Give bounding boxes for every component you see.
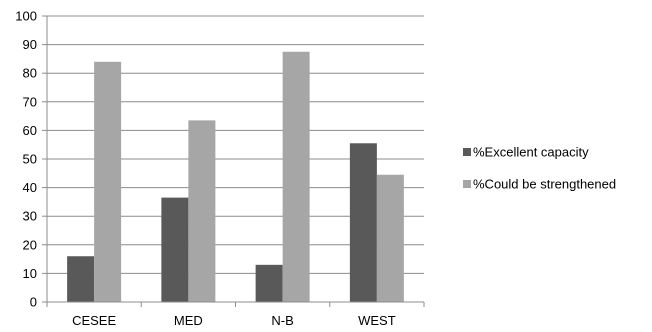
y-tick-label: 10 — [23, 266, 37, 281]
legend: %Excellent capacity %Could be strengthene… — [463, 145, 616, 192]
y-tick-label: 0 — [30, 295, 37, 310]
legend-label: %Excellent capacity — [473, 145, 589, 160]
bar-cesee-series-2 — [94, 61, 122, 303]
x-tick-label: CESEE — [72, 313, 116, 328]
x-tick-label: WEST — [358, 313, 396, 328]
y-tick-label: 50 — [23, 152, 37, 167]
legend-swatch — [463, 148, 471, 156]
y-tick-label: 80 — [23, 66, 37, 81]
bar-med-series-2 — [188, 120, 216, 302]
y-tick-label: 70 — [23, 94, 37, 109]
y-axis-ticks: 0 10 20 30 40 50 60 70 80 90 100 — [15, 9, 47, 310]
x-axis-ticks: CESEE MED N-B WEST — [46, 302, 425, 328]
bar-west-series-2 — [376, 174, 404, 302]
bar-n-b-series-2 — [282, 51, 310, 302]
bar-n-b-series-1 — [255, 264, 283, 302]
x-tick-label: MED — [174, 313, 203, 328]
legend-swatch — [463, 180, 471, 188]
y-tick-label: 30 — [23, 209, 37, 224]
bars — [67, 51, 404, 303]
y-tick-label: 20 — [23, 237, 37, 252]
bar-med-series-1 — [161, 197, 189, 302]
bar-cesee-series-1 — [67, 256, 95, 302]
y-tick-label: 100 — [15, 9, 37, 24]
y-tick-label: 40 — [23, 180, 37, 195]
legend-label: %Could be strengthened — [473, 177, 616, 192]
bar-west-series-1 — [349, 143, 377, 302]
x-tick-label: N-B — [271, 313, 293, 328]
y-tick-label: 60 — [23, 123, 37, 138]
y-tick-label: 90 — [23, 37, 37, 52]
